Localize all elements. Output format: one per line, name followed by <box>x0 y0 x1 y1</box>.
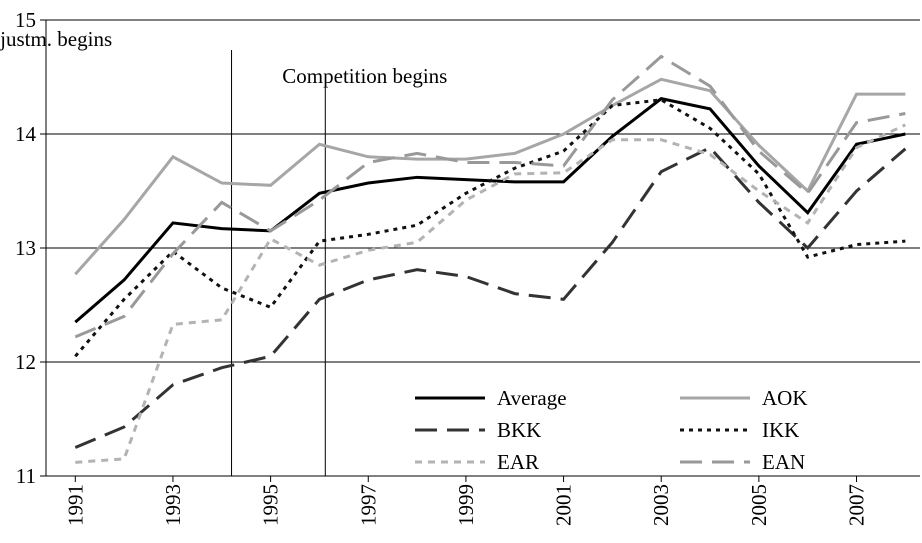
x-tick-label: 2005 <box>747 484 771 526</box>
y-tick-label: 11 <box>16 464 36 488</box>
y-tick-label: 12 <box>15 350 36 374</box>
y-tick-label: 15 <box>15 8 36 32</box>
x-tick-label: 1995 <box>259 484 283 526</box>
x-tick-label: 2007 <box>845 484 869 526</box>
x-tick-label: 1997 <box>356 484 380 526</box>
legend-label: EAR <box>497 450 539 474</box>
legend-label: IKK <box>762 418 799 442</box>
y-tick-label: 13 <box>15 236 36 260</box>
series-line <box>74 98 906 358</box>
x-tick-label: 2003 <box>649 484 673 526</box>
y-tick-label: 14 <box>15 122 37 146</box>
x-tick-label: 1993 <box>161 484 185 526</box>
annotation: Competition begins <box>282 64 447 88</box>
legend-label: EAN <box>762 450 805 474</box>
series-line <box>74 77 906 276</box>
series-line <box>75 123 906 464</box>
x-tick-label: 2001 <box>552 484 576 526</box>
annotation: Risk adjustm. begins <box>0 27 112 51</box>
legend-label: Average <box>497 386 567 410</box>
legend-label: AOK <box>762 386 808 410</box>
series-line <box>74 54 906 339</box>
x-tick-label: 1991 <box>63 484 87 526</box>
x-tick-label: 1999 <box>454 484 478 526</box>
legend-label: BKK <box>497 418 541 442</box>
series-line <box>74 145 907 449</box>
